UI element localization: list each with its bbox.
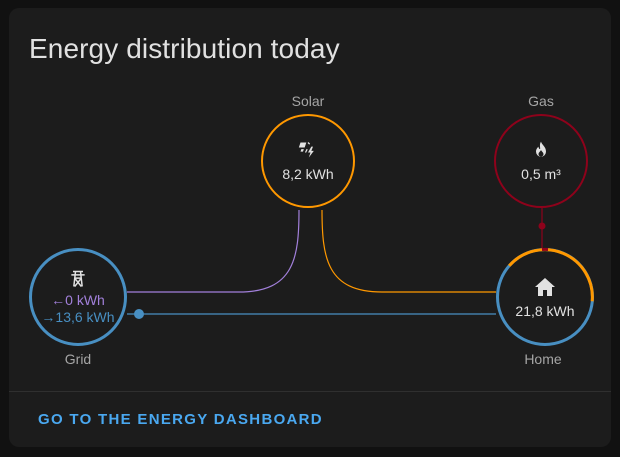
gas-flow-dot [538,222,546,230]
home-icon [535,278,555,296]
solar-label: Solar [291,93,325,109]
energy-flow-lines [127,208,594,346]
grid-node[interactable]: ←0 kWh →13,6 kWh [29,248,127,346]
card-title: Energy distribution today [29,33,340,64]
fire-icon [536,141,546,157]
home-label: Home [524,351,562,367]
home-node[interactable]: 21,8 kWh [496,248,594,346]
gas-value: 0,5 m³ [521,166,561,182]
grid-import-value: ←0 kWh [51,291,105,308]
energy-distribution-card: Energy distribution today Solar 8,2 kWh [9,8,611,447]
solar-to-home-line [321,209,496,293]
solar-node[interactable]: 8,2 kWh [261,114,355,208]
grid-label: Grid [64,351,92,367]
card-divider [9,391,611,392]
home-value: 21,8 kWh [515,303,575,319]
transmission-tower-icon [71,270,85,287]
solar-value: 8,2 kWh [282,166,334,182]
solar-to-grid-line [127,209,300,293]
energy-dashboard-link[interactable]: GO TO THE ENERGY DASHBOARD [38,411,323,428]
home-ring [496,247,594,346]
gas-node[interactable]: 0,5 m³ [494,114,588,208]
solar-power-icon [298,142,314,158]
grid-flow-dot [134,309,144,319]
gas-label: Gas [528,93,554,109]
grid-export-value: →13,6 kWh [41,308,115,325]
